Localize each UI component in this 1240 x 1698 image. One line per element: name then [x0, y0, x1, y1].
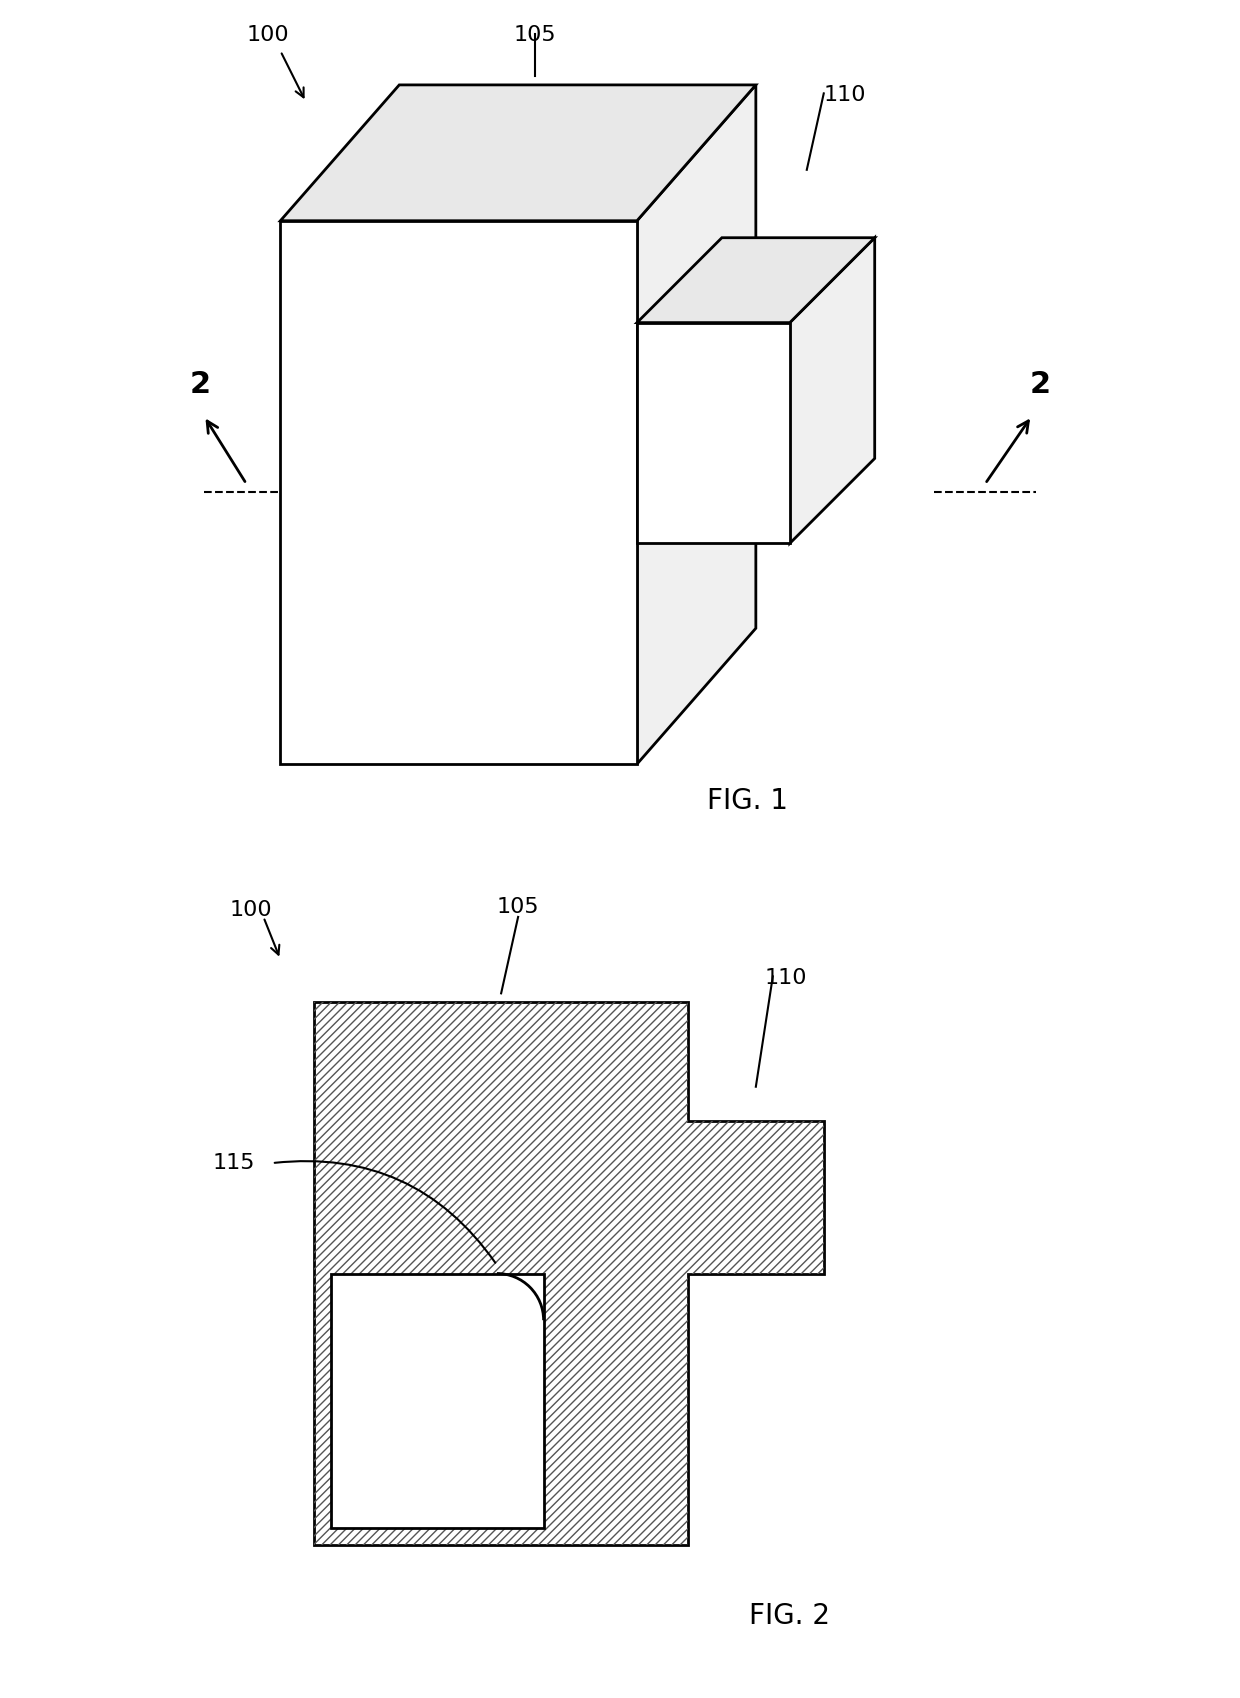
Text: FIG. 1: FIG. 1 — [707, 788, 787, 815]
Polygon shape — [637, 85, 756, 764]
Text: 105: 105 — [497, 897, 539, 917]
Text: FIG. 2: FIG. 2 — [749, 1603, 831, 1630]
Text: 100: 100 — [229, 900, 272, 920]
Text: 110: 110 — [764, 968, 807, 988]
Polygon shape — [637, 323, 790, 543]
Text: 110: 110 — [823, 85, 867, 105]
Text: 105: 105 — [513, 25, 557, 46]
Polygon shape — [280, 221, 637, 764]
Text: 100: 100 — [247, 25, 289, 46]
Text: 2: 2 — [190, 370, 211, 399]
Polygon shape — [331, 1274, 543, 1528]
Polygon shape — [790, 238, 874, 543]
Text: 115: 115 — [212, 1153, 255, 1173]
Polygon shape — [280, 85, 756, 221]
Polygon shape — [315, 1002, 823, 1545]
Text: 2: 2 — [1029, 370, 1050, 399]
Polygon shape — [637, 238, 874, 323]
